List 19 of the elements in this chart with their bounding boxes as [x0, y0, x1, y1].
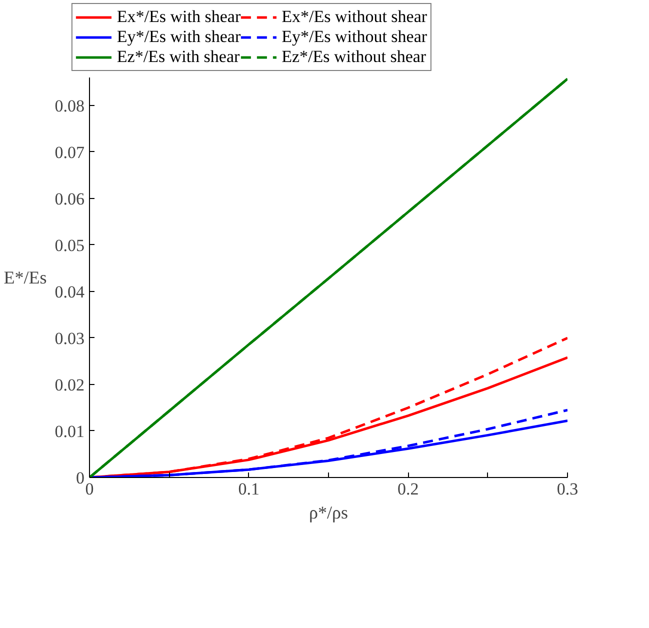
- y-tick-label: 0.03: [54, 328, 84, 348]
- y-axis-title: E*/Es: [4, 268, 47, 288]
- y-tick-label: 0.06: [54, 189, 84, 208]
- x-tick-label: 0.2: [398, 480, 419, 498]
- y-tick-label: 0.01: [54, 422, 84, 441]
- legend-label: Ey*/Es without shear: [282, 27, 428, 47]
- y-tick-label: 0.04: [54, 282, 85, 302]
- legend-label: Ez*/Es without shear: [282, 47, 426, 67]
- legend-label: Ex*/Es with shear: [116, 7, 241, 27]
- legend-label: Ez*/Es with shear: [116, 47, 240, 67]
- y-tick-label: 0.07: [54, 142, 85, 162]
- legend-label: Ey*/Es with shear: [116, 27, 241, 47]
- y-tick-label: 0.08: [54, 96, 84, 116]
- y-tick-label: 0.02: [54, 375, 84, 394]
- x-tick-label: 0.1: [238, 480, 260, 498]
- y-tick-label: 0.05: [54, 236, 84, 255]
- x-tick-label: 0.3: [556, 480, 578, 498]
- x-axis-title: ρ*/ρs: [309, 502, 348, 522]
- legend-label: Ex*/Es without shear: [282, 7, 428, 27]
